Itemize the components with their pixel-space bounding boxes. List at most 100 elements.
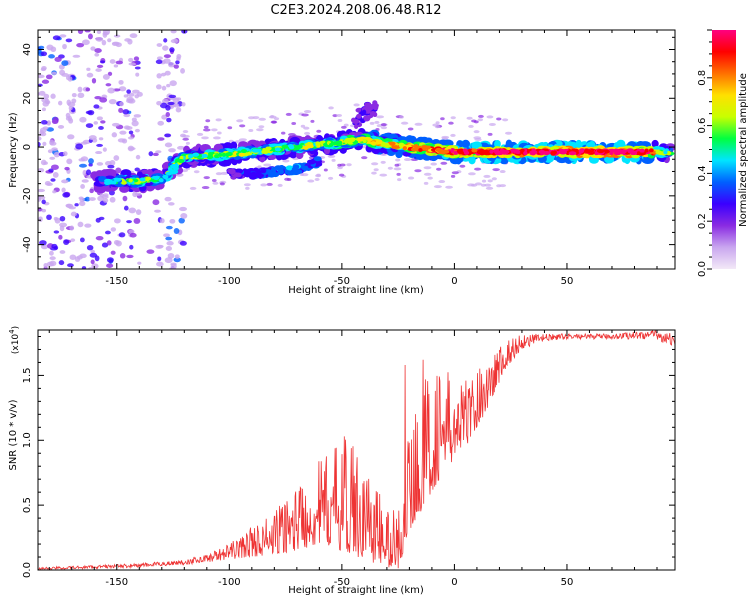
halo-blob — [474, 167, 482, 171]
snr-plot-area — [38, 330, 675, 570]
noise-blob — [52, 35, 61, 41]
upper-patch-blob — [372, 105, 379, 111]
noise-blob — [95, 217, 101, 223]
halo-blob — [376, 124, 383, 128]
noise-blob — [86, 245, 94, 251]
noise-blob — [135, 209, 142, 215]
halo-blob — [220, 171, 229, 175]
noise-blob — [148, 151, 154, 157]
noise-blob — [53, 216, 59, 221]
ridge-core — [192, 152, 200, 157]
noise-blob — [156, 43, 163, 47]
halo-blob — [436, 167, 442, 171]
noise-blob — [63, 239, 70, 245]
halo-blob — [414, 122, 423, 126]
secondary-ridge-blob — [285, 165, 294, 171]
halo-blob — [466, 116, 473, 120]
noise-blob — [163, 233, 170, 238]
noise-blob — [49, 139, 55, 146]
noise-blob — [51, 119, 59, 125]
noise-blob — [154, 209, 161, 213]
noise-blob — [137, 261, 142, 265]
halo-blob — [488, 122, 496, 126]
noise-blob — [86, 67, 91, 72]
ridge-core — [639, 148, 645, 153]
halo-blob — [379, 173, 388, 177]
noise-blob — [106, 263, 114, 268]
secondary-ridge-blob — [306, 159, 316, 165]
ridge-core — [655, 149, 662, 154]
noise-blob — [107, 87, 116, 94]
halo-blob — [423, 172, 432, 176]
noise-blob — [102, 32, 108, 38]
halo-blob — [473, 130, 480, 134]
ridge-core — [530, 150, 538, 155]
noise-blob — [166, 241, 174, 246]
noise-blob — [107, 164, 115, 169]
snr-frame — [37, 329, 676, 571]
noise-blob — [59, 250, 66, 254]
snr-y-ticks: 0.0 0.5 1.0 1.5 — [22, 335, 675, 578]
noise-blob — [39, 240, 47, 246]
x-tick-label: 0 — [451, 577, 457, 588]
noise-blob — [164, 133, 171, 138]
noise-blob — [80, 141, 88, 145]
noise-blob — [38, 92, 41, 96]
noise-blob — [96, 64, 104, 68]
noise-blob — [131, 120, 139, 127]
noise-blob — [155, 244, 164, 249]
noise-blob — [165, 245, 173, 251]
halo-blob — [205, 119, 211, 123]
ridge-core — [177, 158, 185, 163]
noise-blob — [59, 69, 66, 76]
ridge-core — [542, 151, 551, 156]
ridge-core — [306, 144, 314, 149]
noise-blob — [50, 164, 59, 170]
halo-blob — [400, 121, 409, 125]
noise-blob — [79, 163, 87, 168]
noise-blob — [61, 179, 69, 184]
snr-x-ticks: -150 -100 -50 0 50 — [48, 330, 658, 588]
halo-blob — [451, 171, 459, 175]
halo-blob — [245, 186, 250, 190]
noise-blob — [95, 68, 102, 72]
noise-blob — [53, 151, 60, 158]
halo-blob — [288, 133, 296, 137]
noise-blob — [179, 206, 187, 212]
halo-blob — [397, 178, 402, 182]
halo-blob — [438, 180, 446, 184]
noise-blob — [82, 169, 87, 176]
y-tick-label: -20 — [22, 188, 33, 204]
spectrogram-marks — [38, 30, 675, 269]
halo-blob — [483, 174, 491, 178]
snr-y-multiplier-exp: 4 — [8, 329, 16, 334]
noise-blob — [76, 42, 85, 48]
ridge-core — [288, 145, 295, 150]
noise-blob — [40, 120, 48, 125]
ridge-core — [578, 149, 584, 154]
noise-blob — [164, 142, 173, 148]
noise-blob — [50, 93, 56, 99]
noise-blob — [85, 169, 92, 176]
noise-blob — [128, 62, 137, 66]
noise-blob — [48, 168, 54, 173]
noise-blob — [42, 141, 47, 146]
noise-blob — [38, 216, 43, 222]
noise-blob — [87, 33, 93, 40]
noise-blob — [113, 239, 120, 245]
x-tick-label: -50 — [334, 276, 350, 287]
noise-blob — [118, 86, 127, 92]
noise-blob — [163, 54, 171, 59]
ridge-core — [489, 149, 494, 154]
noise-blob — [107, 38, 112, 43]
noise-blob — [122, 109, 130, 115]
noise-blob — [94, 52, 100, 57]
ridge-core — [457, 150, 465, 155]
noise-blob — [118, 107, 124, 113]
halo-blob — [337, 163, 342, 167]
ridge-core — [128, 178, 133, 183]
halo-blob — [323, 168, 328, 172]
noise-blob — [88, 158, 94, 164]
halo-blob — [369, 121, 375, 125]
ridge-halo — [575, 139, 582, 148]
